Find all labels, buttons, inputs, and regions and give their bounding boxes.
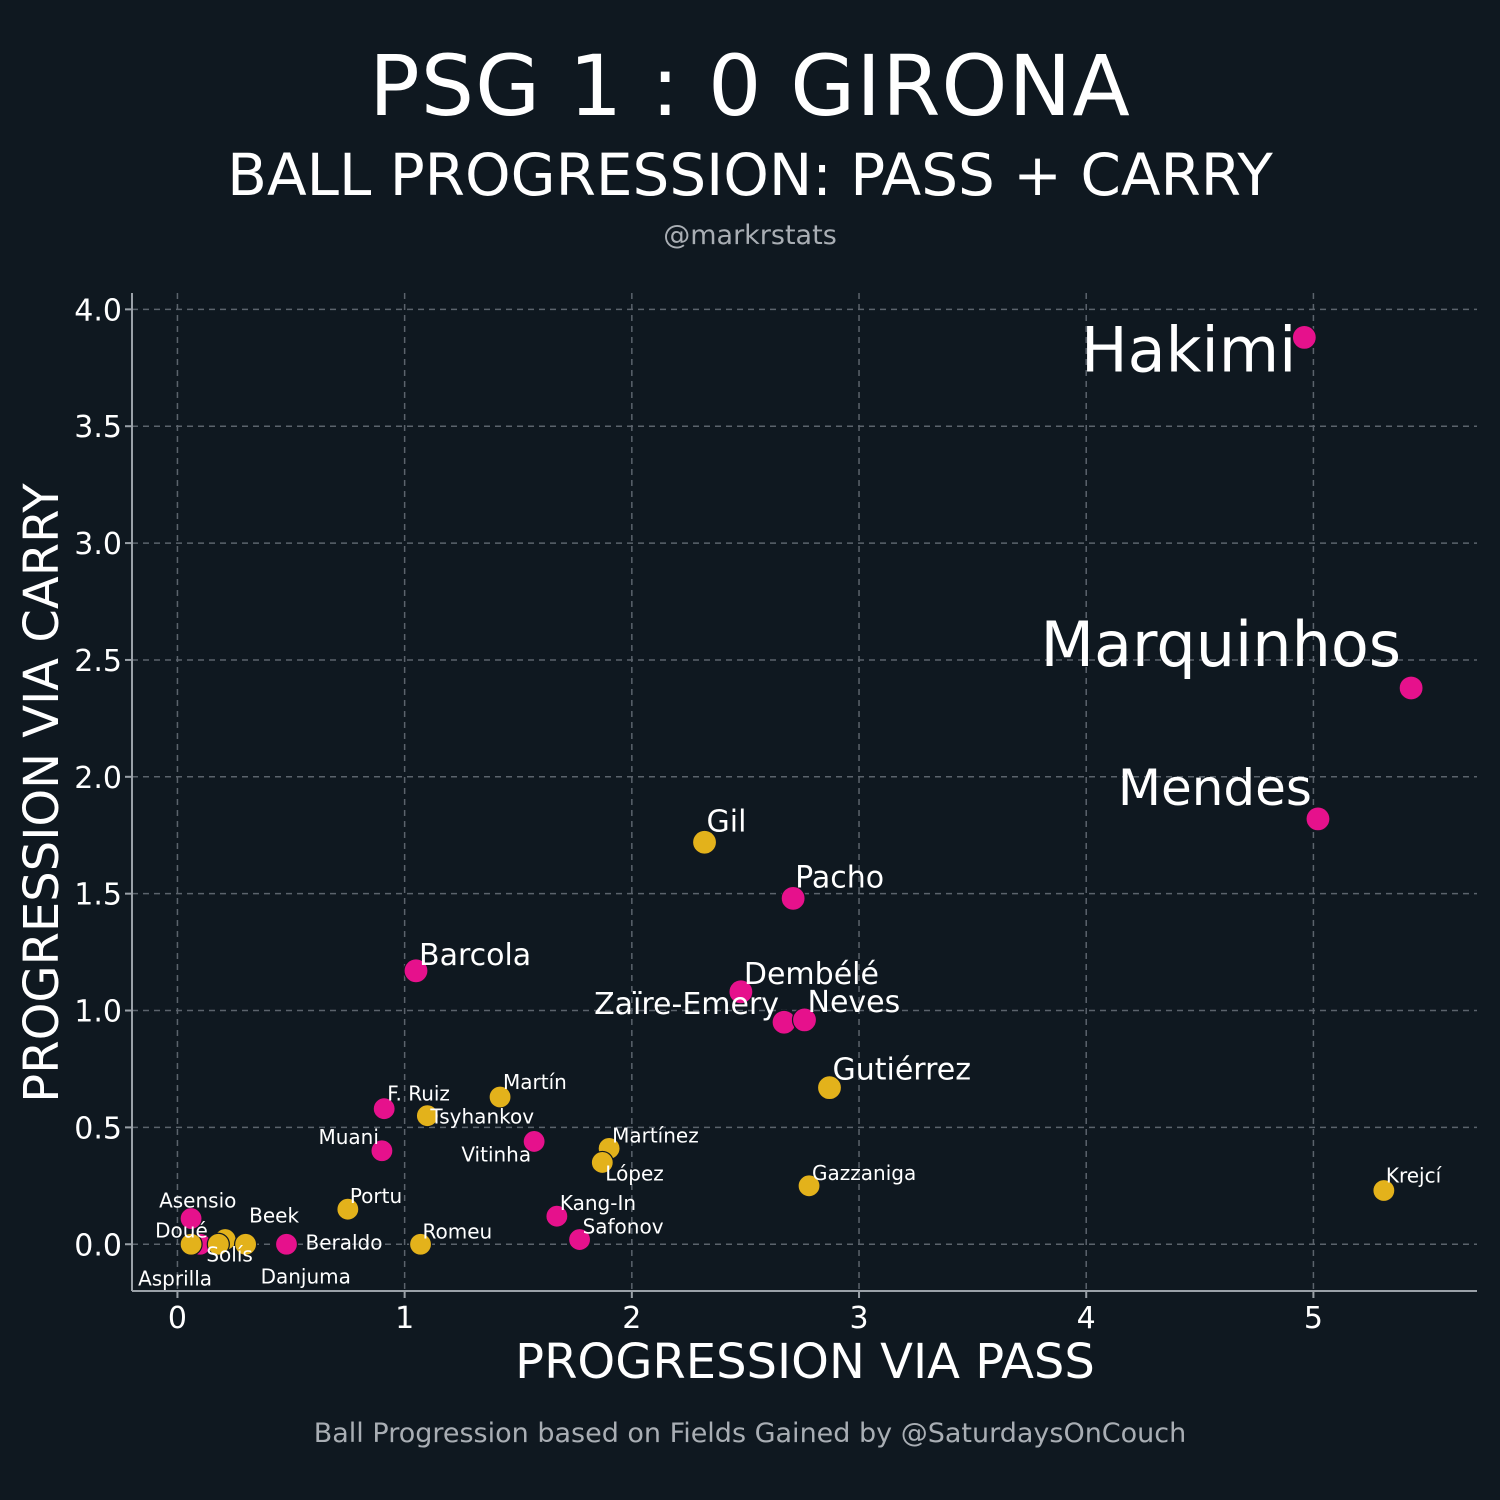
data-point bbox=[590, 1150, 614, 1175]
data-point bbox=[728, 979, 754, 1005]
y-tick-label: 1.0 bbox=[74, 995, 122, 1030]
point-labels: Hakimi Marquinhos Mendes Pacho DembéléZaïre-… bbox=[138, 313, 1443, 1290]
point-label: Vitinha bbox=[461, 1142, 531, 1166]
data-point bbox=[522, 1129, 546, 1154]
point-label: Martín bbox=[503, 1070, 567, 1094]
point-label: Tsyhankov bbox=[429, 1105, 534, 1129]
point-label: Martínez bbox=[612, 1123, 699, 1147]
point-label: Asensio bbox=[159, 1189, 236, 1213]
x-tick-label: 3 bbox=[849, 1301, 868, 1336]
point-label: Hakimi bbox=[1081, 313, 1296, 386]
data-point bbox=[336, 1197, 360, 1221]
data-point bbox=[415, 1104, 439, 1128]
y-tick-label: 1.5 bbox=[74, 878, 122, 913]
data-point bbox=[408, 1232, 433, 1256]
y-tick-label: 2.0 bbox=[74, 761, 122, 796]
point-label: López bbox=[605, 1161, 664, 1185]
data-point bbox=[179, 1206, 203, 1231]
point-label: Solís bbox=[206, 1242, 252, 1266]
point-label: Zaïre-Emery bbox=[594, 987, 779, 1022]
point-label: Safonov bbox=[583, 1215, 664, 1239]
y-tick-label: 0.0 bbox=[74, 1228, 122, 1263]
x-tick-label: 1 bbox=[395, 1301, 414, 1336]
x-tick-label: 2 bbox=[622, 1301, 641, 1336]
point-label: Beek bbox=[249, 1204, 299, 1228]
point-label: Doué bbox=[155, 1218, 208, 1242]
axes: 0 1 2 3 4 5 0.0 0.5 1.0 1.5 2.0 2.5 3.0 3.5 4.0 bbox=[74, 293, 1477, 1336]
data-point bbox=[545, 1204, 569, 1228]
x-tick-label: 5 bbox=[1304, 1301, 1323, 1336]
data-point bbox=[488, 1085, 512, 1109]
data-point bbox=[1398, 675, 1424, 701]
point-label: Neves bbox=[808, 985, 901, 1020]
point-label: Muani bbox=[318, 1125, 378, 1149]
point-label: Kang-In bbox=[560, 1191, 636, 1215]
point-label: Pacho bbox=[795, 860, 884, 895]
point-label: Beraldo bbox=[305, 1230, 382, 1254]
data-point bbox=[372, 1097, 396, 1121]
x-axis-label: PROGRESSION VIA PASS bbox=[515, 1334, 1095, 1390]
data-point bbox=[274, 1232, 299, 1256]
point-label: Asprilla bbox=[138, 1266, 212, 1290]
point-label: Gil bbox=[707, 804, 747, 839]
data-point bbox=[691, 829, 718, 855]
data-point bbox=[791, 1007, 818, 1033]
author-credit: @markrstats bbox=[663, 220, 837, 251]
data-point bbox=[1372, 1178, 1396, 1203]
data-point bbox=[780, 885, 806, 911]
y-axis-label: PROGRESSION VIA CARRY bbox=[14, 483, 70, 1103]
y-tick-label: 2.5 bbox=[74, 644, 122, 679]
data-point bbox=[233, 1232, 258, 1256]
grid bbox=[132, 293, 1477, 1291]
point-label: Danjuma bbox=[261, 1264, 351, 1288]
point-label: Mendes bbox=[1118, 759, 1312, 817]
data-point bbox=[403, 958, 429, 984]
data-point bbox=[206, 1232, 230, 1256]
y-tick-label: 4.0 bbox=[74, 293, 122, 328]
point-label: Gazzaniga bbox=[812, 1161, 916, 1185]
chart-title: PSG 1 : 0 GIRONA bbox=[369, 37, 1131, 135]
y-tick-label: 3.0 bbox=[74, 527, 122, 562]
data-point bbox=[567, 1227, 592, 1252]
point-label: Gutiérrez bbox=[832, 1053, 971, 1088]
chart-subtitle: BALL PROGRESSION: PASS + CARRY bbox=[227, 141, 1273, 209]
data-point bbox=[370, 1139, 394, 1163]
data-point bbox=[1305, 806, 1331, 832]
data-point bbox=[179, 1232, 203, 1256]
x-tick-label: 4 bbox=[1077, 1301, 1096, 1336]
point-label: Romeu bbox=[423, 1219, 493, 1243]
point-label: Barcola bbox=[419, 938, 531, 973]
footnote: Ball Progression based on Fields Gained … bbox=[313, 1418, 1187, 1449]
point-label: Dembélé bbox=[744, 957, 879, 992]
data-point bbox=[797, 1174, 821, 1198]
x-tick-label: 0 bbox=[168, 1301, 187, 1336]
y-tick-label: 0.5 bbox=[74, 1111, 122, 1146]
y-tick-label: 3.5 bbox=[74, 410, 122, 445]
data-point bbox=[816, 1075, 843, 1101]
point-label: Portu bbox=[350, 1184, 402, 1208]
point-label: Krejcí bbox=[1386, 1163, 1443, 1187]
data-points bbox=[179, 324, 1424, 1256]
point-label: F. Ruiz bbox=[387, 1082, 450, 1106]
point-label: Marquinhos bbox=[1041, 608, 1402, 681]
data-point bbox=[1291, 324, 1317, 351]
